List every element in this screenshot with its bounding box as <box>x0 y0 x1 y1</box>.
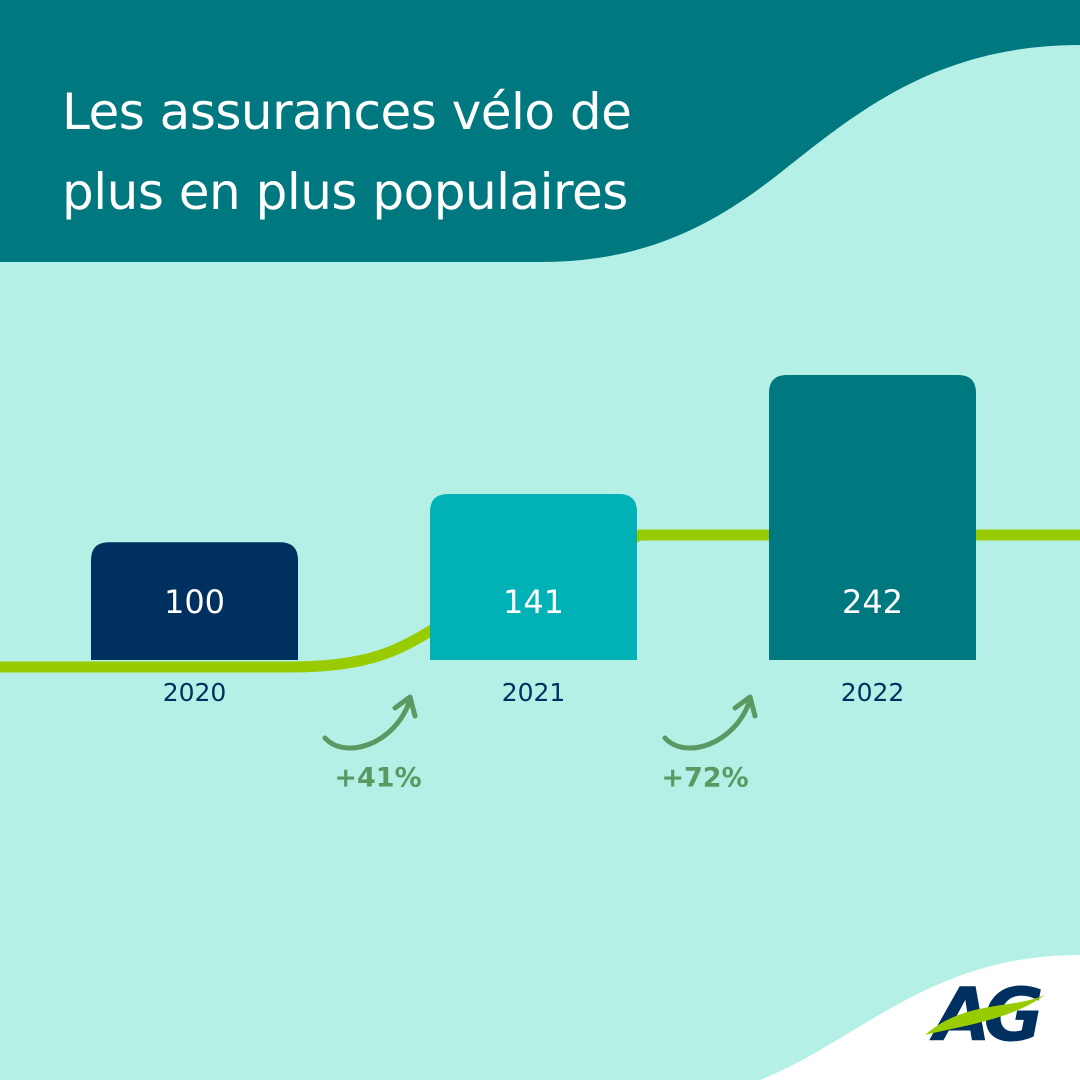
chart-title: Les assurances vélo de plus en plus popu… <box>62 83 632 221</box>
logo-wave <box>760 955 1080 1080</box>
logo-swoosh <box>925 995 1045 1035</box>
value-label: 242 <box>842 583 903 621</box>
growth-arrow <box>662 694 758 751</box>
growth-label: +41% <box>334 763 421 794</box>
value-label: 100 <box>164 583 225 621</box>
bar <box>430 493 637 660</box>
category-label: 2021 <box>502 678 566 707</box>
growth-label: +72% <box>661 763 748 794</box>
category-label: 2020 <box>163 678 227 707</box>
category-label: 2022 <box>841 678 905 707</box>
bar <box>769 375 976 660</box>
header-wave <box>0 0 1080 262</box>
growth-arrow <box>322 694 418 751</box>
value-label: 141 <box>503 583 564 621</box>
bar <box>91 542 298 660</box>
